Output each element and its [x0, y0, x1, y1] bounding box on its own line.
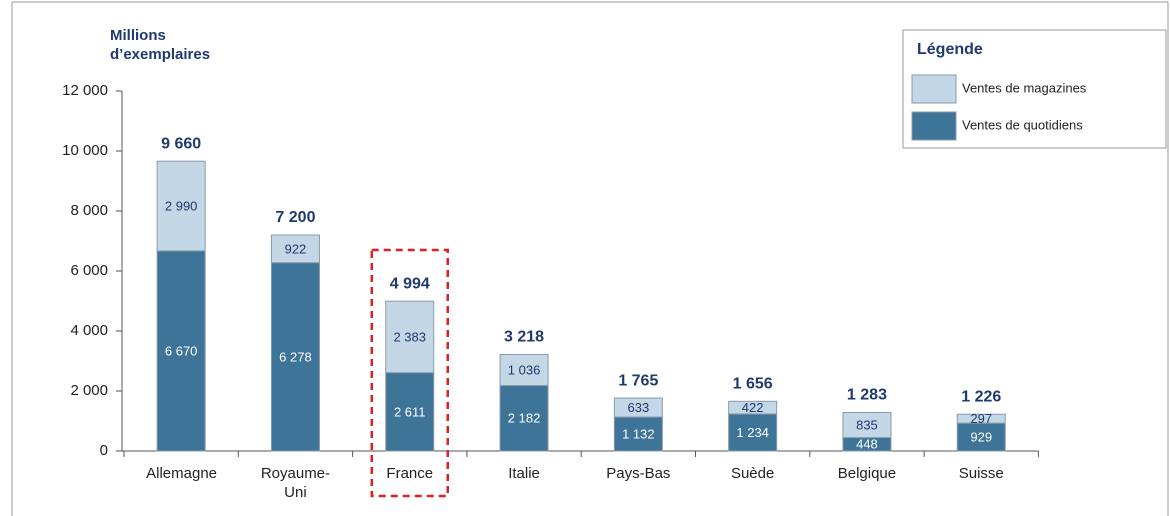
x-tick-label: Belgique	[837, 465, 897, 482]
bar-segment	[156, 160, 206, 252]
bar-segment	[956, 422, 1006, 452]
x-tick-label-box: Royaume-Uni	[260, 465, 331, 501]
legend-swatch	[911, 111, 957, 141]
x-tick-label-box: Allemagne	[146, 465, 218, 482]
x-tick-label-box: Pays-Bas	[606, 465, 671, 482]
bar-segment	[613, 397, 663, 418]
legend-label: Ventes de magazines	[962, 80, 1087, 95]
y-tick-label: 10 000	[62, 142, 108, 159]
x-tick-label: France	[386, 465, 434, 482]
y-axis-title: Millions d’exemplaires	[110, 27, 211, 63]
bar-segment	[842, 412, 892, 439]
y-tick-label: 6 000	[70, 262, 108, 279]
total-label: 9 660	[161, 135, 201, 152]
x-tick-label: Italie	[508, 465, 540, 482]
data-label: 2 990	[165, 198, 198, 213]
bar-segment	[956, 413, 1006, 424]
data-label: 448	[856, 437, 878, 452]
total-label: 1 765	[618, 372, 658, 389]
data-label: 6 278	[279, 349, 312, 364]
total-label: 1 656	[733, 376, 773, 393]
x-tick-label: Suisse	[958, 465, 1004, 482]
legend-swatch	[911, 74, 957, 104]
bar-segment	[156, 250, 206, 452]
legend-title: Légende	[917, 41, 983, 58]
bar-segment	[728, 400, 778, 415]
data-label: 1 234	[736, 425, 769, 440]
data-label: 835	[856, 417, 878, 432]
data-label: 2 611	[394, 404, 426, 419]
highlight-box	[370, 248, 449, 498]
data-label: 1 036	[508, 362, 541, 377]
y-tick-label: 12 000	[62, 82, 108, 99]
x-tick-label: Royaume-Uni	[260, 465, 331, 501]
bar-segment	[499, 385, 549, 452]
data-label: 1 132	[622, 426, 655, 441]
x-tick-label-box: Suède	[730, 465, 775, 482]
data-label: 2 383	[393, 329, 426, 344]
bar-segment	[613, 416, 663, 452]
data-label: 929	[970, 430, 992, 445]
x-tick-label-box: Italie	[508, 465, 540, 482]
total-label: 1 226	[961, 388, 1001, 405]
data-label: 2 182	[508, 411, 541, 426]
y-tick-label: 0	[100, 442, 108, 459]
total-label: 4 994	[390, 275, 430, 292]
bar-segment	[385, 300, 435, 374]
data-label: 6 670	[165, 343, 198, 358]
data-label: 297	[970, 411, 992, 426]
total-label: 1 283	[847, 387, 887, 404]
x-tick-label: Allemagne	[146, 465, 218, 482]
bar-segment	[270, 234, 320, 264]
x-tick-label: Pays-Bas	[606, 465, 671, 482]
x-tick-label-box: France	[386, 465, 434, 482]
y-tick-label: 8 000	[70, 202, 108, 219]
bar-segment	[385, 372, 435, 452]
total-label: 7 200	[275, 209, 315, 226]
y-tick-label: 2 000	[70, 382, 108, 399]
x-tick-label: Suède	[730, 465, 775, 482]
legend-label: Ventes de quotidiens	[962, 117, 1083, 132]
x-tick-label-box: Belgique	[837, 465, 897, 482]
bar-segment	[499, 353, 549, 387]
data-label: 422	[742, 400, 764, 415]
y-axis-title-box: Millions d’exemplaires	[110, 27, 211, 63]
data-label: 633	[627, 400, 649, 415]
total-label: 3 218	[504, 329, 544, 346]
x-tick-label-box: Suisse	[958, 465, 1004, 482]
data-label: 922	[285, 241, 307, 256]
y-tick-label: 4 000	[70, 322, 108, 339]
